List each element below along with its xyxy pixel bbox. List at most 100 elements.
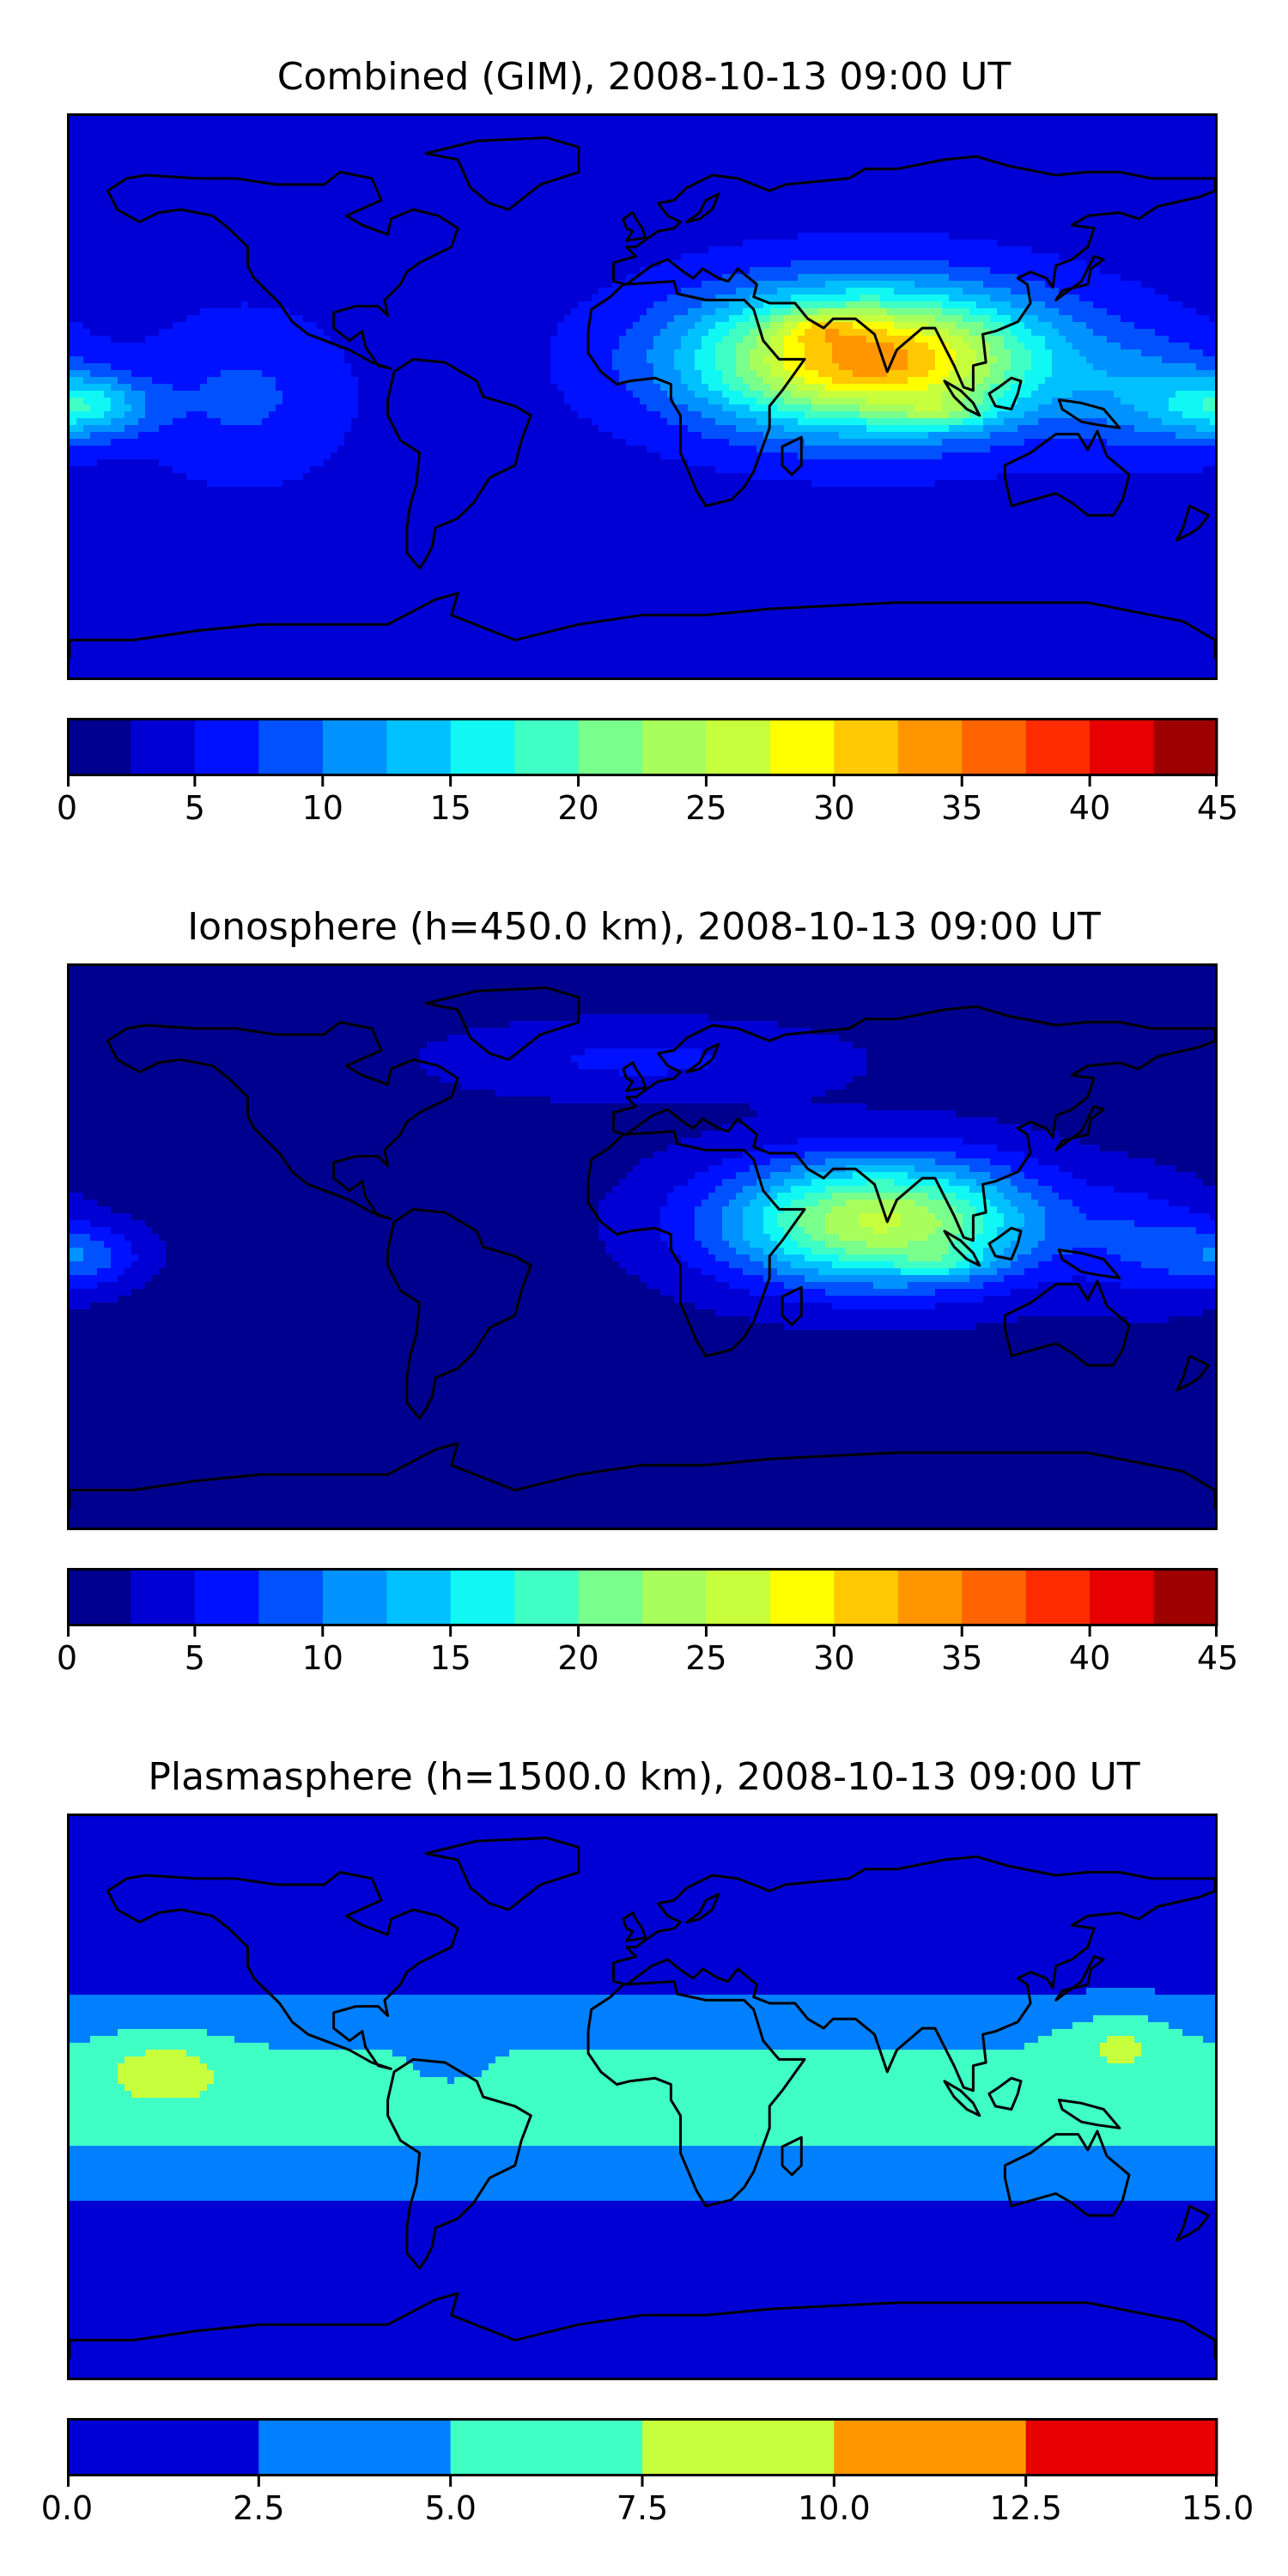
field-cell bbox=[186, 219, 194, 227]
field-cell bbox=[516, 301, 524, 309]
field-cell bbox=[1196, 130, 1204, 137]
field-cell bbox=[633, 191, 641, 199]
field-cell bbox=[743, 295, 750, 302]
field-cell bbox=[303, 260, 311, 268]
field-cell bbox=[97, 253, 105, 261]
field-cell bbox=[1031, 246, 1039, 254]
field-cell bbox=[894, 171, 902, 179]
field-cell bbox=[990, 123, 998, 131]
field-cell bbox=[386, 130, 393, 137]
field-cell bbox=[887, 178, 895, 185]
field-cell bbox=[866, 205, 874, 213]
field-cell bbox=[495, 226, 503, 234]
field-cell bbox=[283, 226, 290, 234]
field-cell bbox=[358, 281, 366, 289]
field-cell bbox=[516, 219, 524, 227]
field-cell bbox=[502, 288, 510, 295]
field-cell bbox=[1066, 295, 1073, 302]
field-cell bbox=[372, 205, 380, 213]
field-cell bbox=[914, 267, 922, 275]
field-cell bbox=[365, 143, 373, 151]
field-cell bbox=[969, 143, 977, 151]
field-cell bbox=[1066, 116, 1073, 124]
field-cell bbox=[276, 178, 283, 185]
field-cell bbox=[406, 185, 414, 192]
field-cell bbox=[351, 267, 359, 275]
field-cell bbox=[798, 198, 805, 206]
field-cell bbox=[976, 212, 984, 220]
field-cell bbox=[1004, 198, 1012, 206]
field-cell bbox=[667, 171, 675, 179]
field-cell bbox=[193, 164, 201, 172]
field-cell bbox=[660, 246, 668, 254]
field-cell bbox=[303, 212, 311, 220]
field-cell bbox=[468, 308, 476, 316]
field-cell bbox=[296, 260, 304, 268]
field-cell bbox=[214, 253, 222, 261]
field-cell bbox=[392, 288, 400, 295]
field-cell bbox=[647, 219, 654, 227]
field-cell bbox=[729, 274, 737, 282]
field-cell bbox=[1072, 240, 1080, 247]
field-cell bbox=[722, 191, 730, 199]
field-cell bbox=[420, 116, 428, 124]
field-cell bbox=[750, 267, 757, 275]
field-cell bbox=[660, 315, 668, 323]
field-cell bbox=[550, 308, 558, 316]
field-cell bbox=[811, 164, 819, 172]
field-cell bbox=[262, 288, 270, 295]
field-cell bbox=[1189, 233, 1197, 240]
field-cell bbox=[234, 267, 242, 275]
field-cell bbox=[605, 226, 613, 234]
field-cell bbox=[777, 150, 785, 158]
field-cell bbox=[241, 288, 249, 295]
field-cell bbox=[894, 226, 902, 234]
field-cell bbox=[1059, 253, 1066, 261]
field-cell bbox=[571, 233, 579, 240]
field-cell bbox=[379, 185, 386, 192]
field-cell bbox=[372, 246, 380, 254]
field-cell bbox=[516, 143, 524, 151]
field-cell bbox=[372, 315, 380, 323]
field-cell bbox=[159, 274, 167, 282]
field-cell bbox=[805, 185, 812, 192]
field-cell bbox=[111, 253, 118, 261]
field-cell bbox=[228, 130, 235, 137]
field-cell bbox=[262, 164, 270, 172]
field-cell bbox=[1011, 315, 1018, 323]
field-cell bbox=[440, 253, 448, 261]
field-cell bbox=[743, 233, 750, 240]
field-cell bbox=[894, 137, 902, 144]
field-cell bbox=[502, 212, 510, 220]
field-cell bbox=[530, 308, 538, 316]
field-cell bbox=[928, 185, 936, 192]
field-cell bbox=[997, 267, 1005, 275]
field-cell bbox=[392, 260, 400, 268]
field-cell bbox=[798, 274, 805, 282]
field-cell bbox=[839, 301, 847, 309]
field-cell bbox=[461, 240, 469, 247]
field-cell bbox=[173, 246, 180, 254]
field-cell bbox=[214, 123, 222, 131]
field-cell bbox=[1176, 308, 1183, 316]
field-cell bbox=[310, 143, 318, 151]
field-cell bbox=[853, 301, 860, 309]
field-cell bbox=[248, 253, 256, 261]
field-cell bbox=[1004, 212, 1012, 220]
field-cell bbox=[145, 191, 153, 199]
field-cell bbox=[667, 212, 675, 220]
field-cell bbox=[509, 233, 517, 240]
field-cell bbox=[592, 274, 599, 282]
field-cell bbox=[1162, 123, 1170, 131]
field-cell bbox=[179, 295, 187, 302]
field-cell bbox=[928, 267, 936, 275]
field-cell bbox=[1189, 164, 1197, 172]
field-cell bbox=[90, 240, 98, 247]
field-cell bbox=[571, 164, 579, 172]
field-cell bbox=[221, 212, 228, 220]
field-cell bbox=[523, 219, 531, 227]
field-cell bbox=[1052, 315, 1060, 323]
field-cell bbox=[1107, 185, 1115, 192]
field-cell bbox=[434, 288, 441, 295]
field-cell bbox=[90, 205, 98, 213]
